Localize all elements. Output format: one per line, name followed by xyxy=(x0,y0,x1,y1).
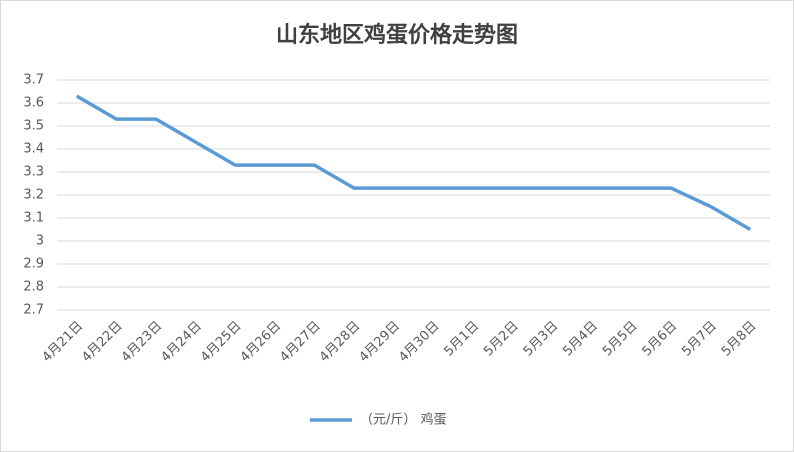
y-tick-label: 3.7 xyxy=(23,73,44,88)
legend-label: （元/斤） 鸡蛋 xyxy=(360,412,447,428)
data-line xyxy=(75,94,752,232)
y-tick-label: 3.1 xyxy=(23,211,44,226)
y-tick-label: 2.7 xyxy=(23,303,44,318)
chart-title: 山东地区鸡蛋价格走势图 xyxy=(276,22,518,48)
y-tick-label: 3 xyxy=(36,234,44,249)
y-tick-label: 2.9 xyxy=(23,257,44,272)
y-tick-label: 2.8 xyxy=(23,280,44,295)
y-tick-label: 3.2 xyxy=(23,188,44,203)
y-tick-label: 3.6 xyxy=(23,96,44,111)
y-tick-label: 3.4 xyxy=(23,142,44,157)
y-tick-label: 3.5 xyxy=(23,119,44,134)
y-tick-label: 3.3 xyxy=(23,165,44,180)
